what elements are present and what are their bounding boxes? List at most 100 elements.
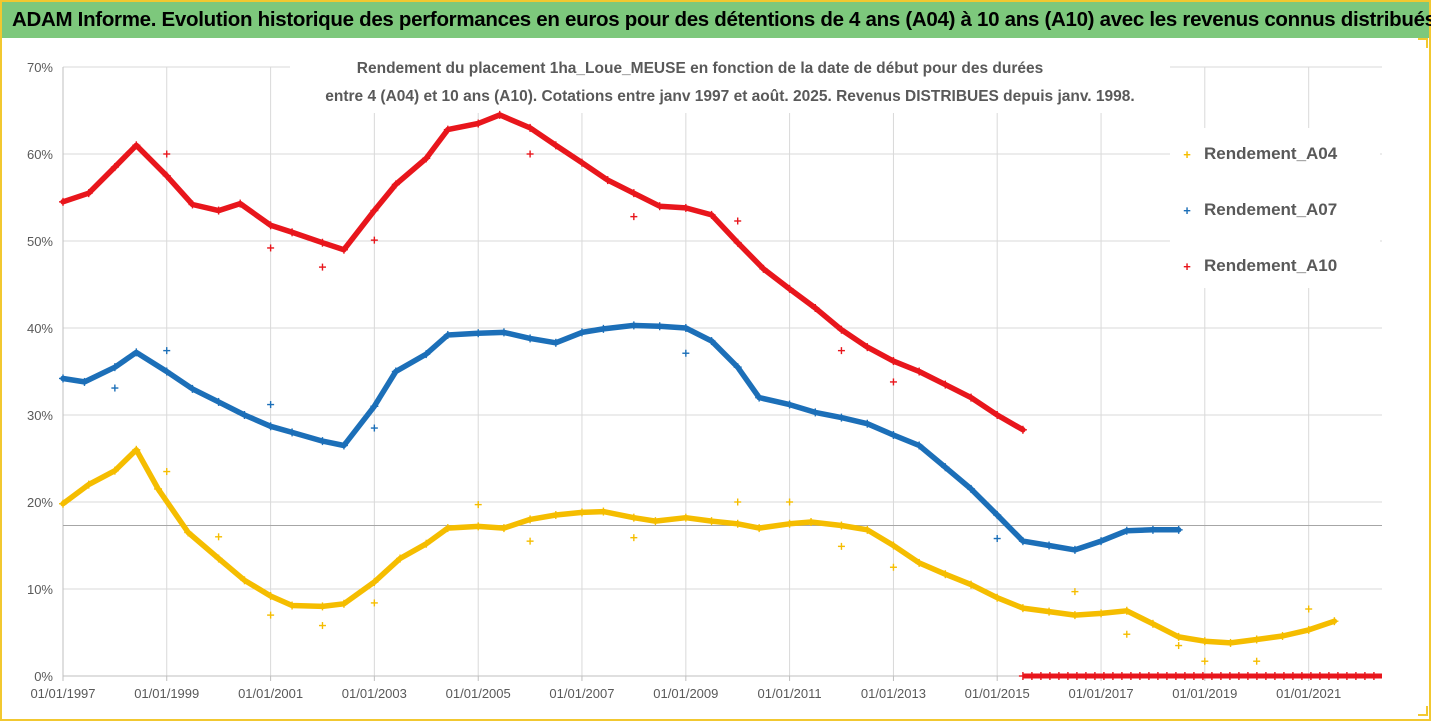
series-a10-zero-point [1243,672,1252,680]
series-a07-point [526,334,535,343]
series-a04-outlier [1071,588,1079,596]
series-a07-outlier [993,535,1001,543]
series-a04-point [1330,617,1339,626]
series-a10-point [84,189,93,198]
series-a10-point [1018,425,1027,434]
x-tick-label: 01/01/2015 [965,686,1030,701]
series-a10-outlier [837,347,845,355]
series-a10-zero-point [1234,672,1243,680]
series-a10-zero-point [1369,672,1378,680]
y-tick-label: 70% [27,60,53,75]
series-a04-point [1122,606,1131,615]
series-a04-point [154,484,163,493]
series-a10-zero-point [1072,672,1081,680]
series-a07-point [599,324,608,333]
series-a04-point [651,517,660,526]
series-a10-point [993,411,1002,419]
series-a07-point [1122,526,1131,535]
series-a07-point [110,363,119,372]
series-a10-point [339,245,348,254]
series-a04-point [1018,604,1027,613]
x-tick-label: 01/01/2021 [1276,686,1341,701]
series-a04-point [1045,607,1054,616]
legend-marker-a04: + [1183,146,1191,162]
series-a07-point [499,328,508,337]
series-a04-outlier [474,501,482,509]
series-a07-point [422,350,431,359]
series-a10-point [474,119,483,128]
series-a10-zero-point [1324,672,1333,680]
series-a04-point [266,591,275,600]
series-a07-point [785,400,794,409]
series-a04-point [837,521,846,530]
series-a10-point [889,357,898,366]
series-a10-zero-point [1342,672,1351,680]
series-a04-point [755,524,764,533]
series-a04-point [110,466,119,475]
series-a04-point [288,601,297,610]
series-a10-zero-point [1144,672,1153,680]
series-a04-point [499,524,508,533]
series-a10-point [214,206,223,215]
series-a07-outlier [682,349,690,357]
series-a10-zero-point [1063,672,1072,680]
series-a10-zero-point [1117,672,1126,680]
legend-marker-a10: + [1183,258,1191,274]
series-a10-zero-point [1045,672,1054,680]
series-a10-zero-point [1081,672,1090,680]
series-a04-outlier [215,533,223,541]
series-a10-zero-point [1252,672,1261,680]
y-tick-label: 10% [27,582,53,597]
legend-label-a10: Rendement_A10 [1204,256,1338,275]
legend-item-a07: + Rendement_A07 [1180,198,1337,222]
series-a10-outlier [630,213,638,221]
series-a07-point [755,393,764,402]
series-a10-zero-point [1306,672,1315,680]
series-a04-point [214,554,223,563]
series-a04-point [1174,632,1183,641]
series-a10-zero-point [1225,672,1234,680]
x-tick-label: 01/01/2005 [446,686,511,701]
x-tick-label: 01/01/1999 [134,686,199,701]
series-a07-point [681,324,690,332]
series-a04-point [915,558,924,567]
series-a10-outlier [526,150,534,158]
series-a04-point [370,578,379,587]
series-a07-point [214,397,223,406]
series-a10-zero-point [1360,672,1369,680]
series-a04-point [1252,635,1261,644]
chart-title-line-2: entre 4 (A04) et 10 ans (A10). Cotations… [325,88,1135,105]
series-a04-outlier [734,498,742,506]
series-a04-point [1200,637,1209,646]
series-a04-outlier [1175,642,1183,650]
legend-item-a10: + Rendement_A10 [1180,254,1337,278]
series-a10-outlier [734,217,742,225]
series-a07-point [474,329,483,338]
series-a07-point [1045,541,1054,550]
series-a10-point [837,325,846,334]
series-a10-outlier [267,244,275,252]
series-a10-zero-point [1162,672,1171,680]
x-tick-label: 01/01/2007 [549,686,614,701]
series-a04-point [443,524,452,533]
series-a07-point [1018,537,1027,546]
series-a07-outlier [370,424,378,432]
series-a04-point [318,602,327,611]
series-a10-zero-point [1261,672,1270,680]
series-a04-point [993,593,1002,602]
series-a04-point [1070,611,1079,620]
series-a07-point [188,384,197,393]
series-a04-point [84,480,93,489]
series-a10-point [132,141,141,150]
series-a10-zero-point [1054,672,1063,680]
series-a10-point [443,125,452,134]
series-a04-outlier [837,542,845,550]
series-a07-band [60,322,1182,553]
series-a10-point [110,163,119,172]
series-a07-point [993,511,1002,520]
series-a04-point [59,499,67,508]
series-a10-zero-point [1153,672,1162,680]
banner-title: ADAM Informe. Evolution historique des p… [12,8,1431,31]
series-a10-zero-point [1216,672,1225,680]
x-tick-label: 01/01/2017 [1069,686,1134,701]
